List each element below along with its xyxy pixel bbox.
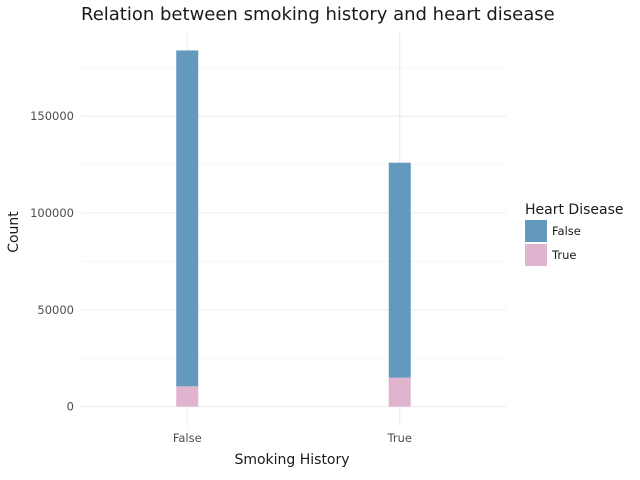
y-axis-title: Count [6, 211, 22, 253]
x-axis-title: Smoking History [234, 452, 349, 468]
x-tick-label: True [387, 431, 412, 445]
chart-title: Relation between smoking history and hea… [81, 4, 555, 25]
bar-false-false [176, 50, 199, 387]
bars [176, 50, 411, 407]
legend-label-true: True [551, 248, 576, 262]
y-tick-label: 150000 [30, 109, 74, 123]
legend: Heart Disease False True [525, 202, 623, 266]
grid [81, 33, 506, 426]
bar-false-true [388, 162, 411, 378]
y-tick-label: 100000 [30, 206, 74, 220]
legend-swatch-true [525, 244, 547, 266]
x-axis-ticks: False True [173, 431, 412, 445]
y-tick-label: 50000 [37, 303, 74, 317]
y-axis-ticks: 0 50000 100000 150000 [30, 109, 74, 413]
legend-items: False True [525, 220, 581, 266]
legend-swatch-false [525, 220, 547, 242]
bar-true-false [176, 386, 199, 407]
x-tick-label: False [173, 431, 202, 445]
legend-title: Heart Disease [525, 202, 623, 218]
y-tick-label: 0 [67, 400, 74, 414]
legend-label-false: False [552, 224, 581, 238]
bar-true-true [388, 377, 411, 407]
